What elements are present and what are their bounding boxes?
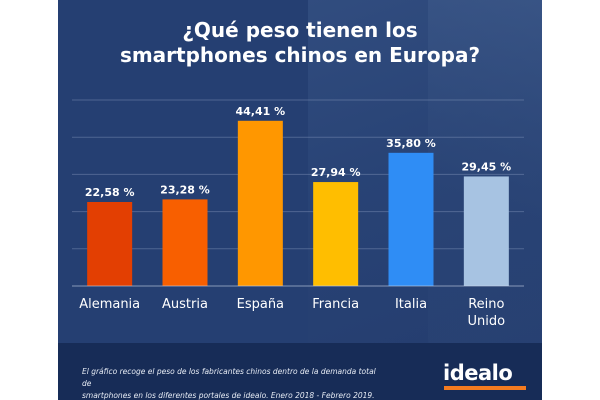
footer-note: El gráfico recoge el peso de los fabrica… bbox=[82, 366, 382, 400]
footer-note-line-1: El gráfico recoge el peso de los fabrica… bbox=[82, 367, 376, 388]
chart-panel: ¿Qué peso tienen los smartphones chinos … bbox=[58, 0, 542, 400]
chart-title-line-1: ¿Qué peso tienen los bbox=[182, 18, 418, 42]
bars-layer bbox=[72, 120, 524, 287]
footer-note-line-2: smartphones en los diferentes portales d… bbox=[82, 391, 375, 400]
category-label: Unido bbox=[468, 314, 506, 329]
category-label: España bbox=[237, 297, 284, 312]
value-label: 29,45 % bbox=[462, 160, 512, 173]
category-label: Italia bbox=[395, 297, 427, 312]
bar-austria bbox=[162, 199, 208, 286]
bar-españa bbox=[237, 120, 283, 286]
bar-chart: 22,58 % Alemania 23,28 % Austria 44,41 % Espa… bbox=[72, 99, 524, 329]
value-label: 27,94 % bbox=[311, 166, 361, 179]
value-label: 44,41 % bbox=[236, 105, 286, 118]
category-label: Francia bbox=[312, 297, 359, 312]
chart-title-line-2: smartphones chinos en Europa? bbox=[119, 43, 481, 67]
bar-francia bbox=[313, 182, 359, 286]
footer: El gráfico recoge el peso de los fabrica… bbox=[58, 343, 542, 400]
bar-reino-unido bbox=[463, 176, 509, 286]
labels-layer: 22,58 % Alemania 23,28 % Austria 44,41 % Espa… bbox=[79, 105, 511, 329]
value-label: 23,28 % bbox=[160, 183, 210, 196]
value-label: 35,80 % bbox=[386, 137, 436, 150]
idealo-logo: idealo bbox=[443, 361, 513, 385]
category-label: Alemania bbox=[79, 297, 140, 312]
category-label: Austria bbox=[162, 297, 208, 312]
category-label: Reino bbox=[468, 297, 504, 312]
idealo-logo-underline bbox=[444, 386, 526, 390]
chart-title: ¿Qué peso tienen los smartphones chinos … bbox=[58, 18, 542, 68]
bar-italia bbox=[388, 152, 434, 286]
bar-alemania bbox=[87, 202, 133, 286]
value-label: 22,58 % bbox=[85, 186, 135, 199]
grid-layer bbox=[72, 99, 524, 250]
